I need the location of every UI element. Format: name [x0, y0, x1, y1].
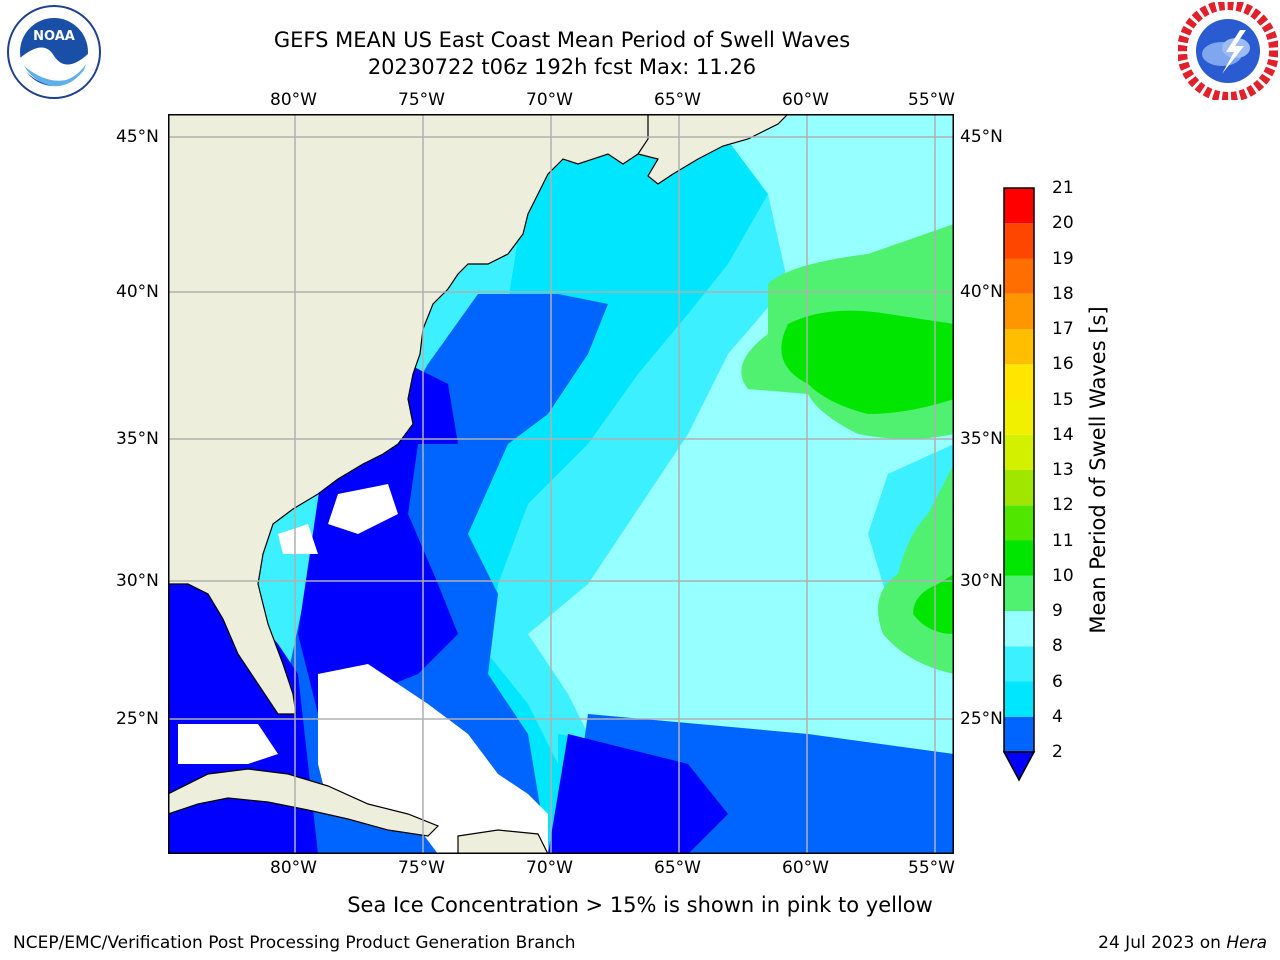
no-data-keys: [178, 724, 278, 764]
lon-tick-bottom-75w: 75°W: [398, 858, 445, 878]
land-hispaniola: [457, 829, 549, 855]
lat-tick-left-40n: 40°N: [116, 282, 159, 302]
colorbar-tick-13: 13: [1052, 460, 1074, 480]
lat-tick-left-45n: 45°N: [116, 127, 159, 147]
lon-tick-top-65w: 65°W: [654, 90, 701, 110]
colorbar-segment-19-20: [1004, 223, 1034, 259]
lat-tick-left-30n: 30°N: [116, 571, 159, 591]
lon-tick-bottom-55w: 55°W: [908, 858, 955, 878]
colorbar-tick-19: 19: [1052, 248, 1074, 269]
run-date: 24 Jul 2023 on Hera: [1098, 933, 1267, 953]
colorbar-segment-20-21: [1004, 188, 1034, 224]
colorbar-segment-17-18: [1004, 293, 1034, 329]
chart-subtitle: 20230722 t06z 192h fcst Max: 11.26: [367, 55, 757, 79]
lat-tick-left-35n: 35°N: [116, 429, 159, 449]
swell-zone-under-2s-caribbean: [548, 734, 728, 854]
lon-tick-bottom-80w: 80°W: [270, 858, 317, 878]
colorbar-segment-15-16: [1004, 364, 1034, 400]
colorbar-under-triangle: [1002, 751, 1036, 782]
swell-period-map: [167, 113, 954, 855]
colorbar-segment-16-17: [1004, 329, 1034, 365]
map-frame: [168, 114, 954, 854]
colorbar-segment-13-14: [1004, 434, 1034, 470]
lon-tick-top-80w: 80°W: [270, 90, 317, 110]
swell-zone-10-11s-southeast: [913, 574, 954, 634]
lon-tick-top-75w: 75°W: [398, 90, 445, 110]
nws-logo-icon: [1177, 0, 1279, 102]
land-nova-scotia: [637, 113, 790, 185]
lat-tick-right-30n: 30°N: [960, 571, 1003, 591]
chart-title: GEFS MEAN US East Coast Mean Period of S…: [273, 28, 851, 52]
swell-zone-4-6s-shelf: [418, 114, 768, 854]
graticule: [168, 114, 954, 854]
colorbar-segment-10-11: [1004, 540, 1034, 576]
colorbar-tick-21: 21: [1052, 178, 1074, 198]
lon-tick-bottom-70w: 70°W: [526, 858, 573, 878]
lat-tick-right-45n: 45°N: [960, 127, 1003, 147]
lon-tick-bottom-65w: 65°W: [654, 858, 701, 878]
swell-zone-10-11s-core: [781, 310, 954, 414]
colorbar-segment-4-6: [1004, 681, 1034, 717]
no-data-speckle-2: [278, 524, 318, 554]
sea-ice-note-text: Sea Ice Concentration > 15% is shown in …: [347, 893, 933, 917]
colorbar-segment-11-12: [1004, 505, 1034, 541]
lat-tick-right-25n: 25°N: [960, 709, 1003, 729]
lat-tick-left-25n: 25°N: [116, 709, 159, 729]
lon-tick-top-60w: 60°W: [782, 90, 829, 110]
colorbar-segment-12-13: [1004, 470, 1034, 506]
noaa-logo-icon: NOAA: [4, 4, 104, 100]
colorbar-tick-15: 15: [1052, 389, 1074, 410]
colorbar-segment-9-10: [1004, 575, 1034, 611]
colorbar-frame: [1003, 187, 1035, 753]
colorbar-tick-2: 2: [1052, 742, 1063, 762]
colorbar-tick-11: 11: [1052, 530, 1074, 551]
colorbar-segment-14-15: [1004, 399, 1034, 435]
colorbar-segment-18-19: [1004, 258, 1034, 294]
colorbar-ticks: 21 20 19 18 17 16 15 14 13 12 11 10 9 8 6 4 2: [1052, 0, 1092, 960]
lon-tick-bottom-60w: 60°W: [782, 858, 829, 878]
land-us-east-coast: [167, 113, 751, 715]
sea-ice-note: Sea Ice Concentration > 15% is shown in …: [0, 892, 1280, 918]
lon-tick-top-55w: 55°W: [908, 90, 955, 110]
run-machine: Hera: [1226, 933, 1267, 953]
colorbar-tick-4: 4: [1052, 706, 1063, 727]
noaa-logo-text: NOAA: [33, 29, 75, 44]
run-date-text: 24 Jul 2023 on: [1098, 933, 1227, 953]
lat-tick-right-35n: 35°N: [960, 429, 1003, 449]
lat-tick-right-40n: 40°N: [960, 282, 1003, 302]
colorbar-tick-8: 8: [1052, 636, 1063, 657]
colorbar-tick-18: 18: [1052, 283, 1074, 304]
colorbar-tick-10: 10: [1052, 565, 1074, 586]
colorbar-segment-2-4: [1004, 716, 1034, 752]
colorbar-tick-6: 6: [1052, 671, 1063, 692]
branch-credit: NCEP/EMC/Verification Post Processing Pr…: [13, 933, 576, 953]
colorbar-label: Mean Period of Swell Waves [s]: [1086, 306, 1110, 634]
colorbar-tick-17: 17: [1052, 319, 1074, 339]
colorbar: [1000, 186, 1038, 786]
colorbar-tick-14: 14: [1052, 424, 1074, 445]
colorbar-tick-20: 20: [1052, 213, 1074, 234]
colorbar-segment-6-8: [1004, 646, 1034, 682]
colorbar-tick-16: 16: [1052, 354, 1074, 375]
colorbar-segment-8-9: [1004, 611, 1034, 647]
colorbar-tick-9: 9: [1052, 601, 1063, 621]
colorbar-tick-12: 12: [1052, 495, 1074, 516]
land-cuba: [167, 768, 440, 837]
lon-tick-top-70w: 70°W: [526, 90, 573, 110]
no-data-speckle-1: [328, 484, 398, 534]
